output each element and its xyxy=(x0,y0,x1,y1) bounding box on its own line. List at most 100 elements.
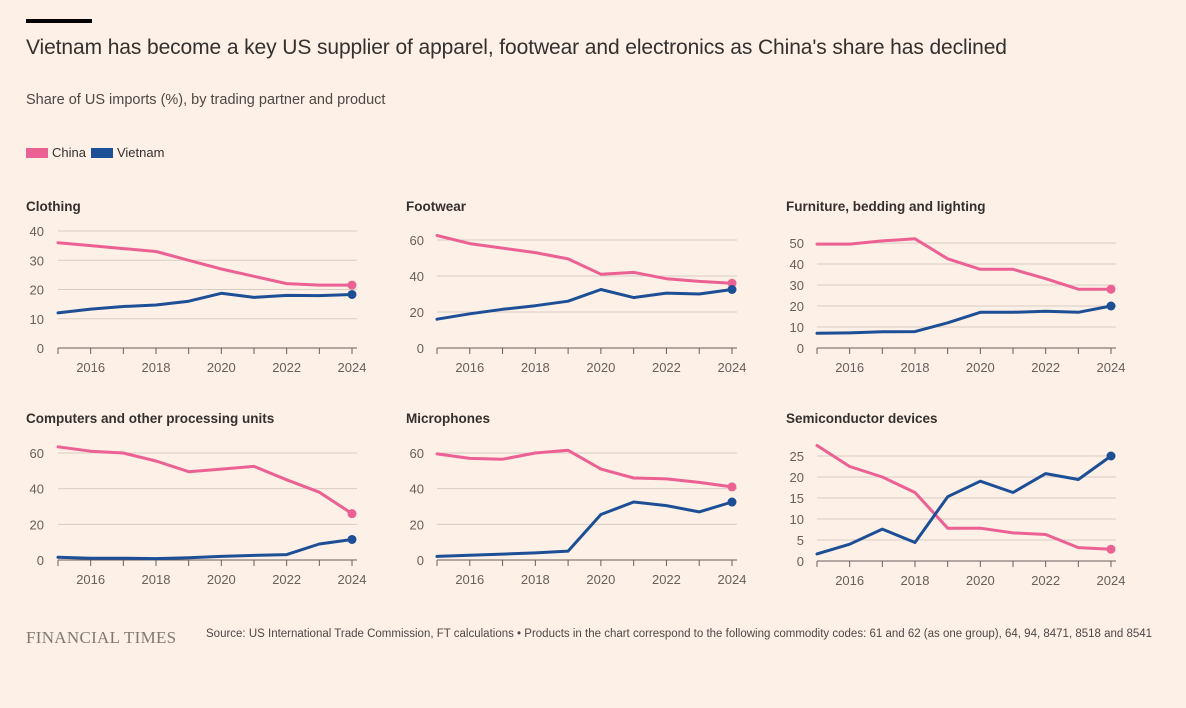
legend-swatch-china xyxy=(26,147,48,158)
y-tick-label: 40 xyxy=(410,482,424,497)
panel-title: Semiconductor devices xyxy=(786,411,938,426)
y-tick-label: 30 xyxy=(30,253,44,268)
y-tick-label: 60 xyxy=(30,446,44,461)
x-tick-label: 2020 xyxy=(586,572,615,587)
x-tick-label: 2022 xyxy=(652,572,681,587)
x-tick-label: 2024 xyxy=(338,572,367,587)
y-tick-label: 0 xyxy=(797,341,804,356)
y-tick-label: 60 xyxy=(410,446,424,461)
x-tick-label: 2016 xyxy=(455,360,484,375)
series-line-china xyxy=(815,237,1113,291)
y-tick-label: 40 xyxy=(30,224,44,239)
y-tick-label: 50 xyxy=(790,236,804,251)
x-tick-label: 2022 xyxy=(652,360,681,375)
legend: China Vietnam xyxy=(26,145,169,160)
panel-title: Footwear xyxy=(406,199,467,214)
x-tick-label: 2022 xyxy=(1031,360,1060,375)
chart-panel: Microphones 0 20 40 60 2016 2018 2020 2022 2024 xyxy=(406,411,746,587)
end-point-vietnam xyxy=(1106,451,1116,461)
x-tick-label: 2020 xyxy=(966,360,995,375)
y-tick-label: 25 xyxy=(790,449,804,464)
chart-title: Vietnam has become a key US supplier of … xyxy=(26,36,1007,59)
panel-title: Microphones xyxy=(406,411,490,426)
chart-panel: Footwear 0 20 40 60 2016 2018 2020 2022 2024 xyxy=(406,199,746,375)
legend-item-vietnam: Vietnam xyxy=(90,145,164,160)
x-tick-label: 2018 xyxy=(142,572,171,587)
legend-label-china: China xyxy=(52,145,86,160)
y-tick-label: 40 xyxy=(790,257,804,272)
end-point-china xyxy=(347,280,357,290)
y-tick-label: 20 xyxy=(410,305,424,320)
y-tick-label: 10 xyxy=(790,320,804,335)
x-tick-label: 2016 xyxy=(455,572,484,587)
chart-panel: Furniture, bedding and lighting 0 10 20 30 40… xyxy=(786,199,1125,375)
x-tick-label: 2020 xyxy=(207,360,236,375)
end-point-china xyxy=(1106,544,1116,554)
y-tick-label: 0 xyxy=(417,553,424,568)
legend-swatch-vietnam xyxy=(90,147,113,158)
y-tick-label: 20 xyxy=(790,299,804,314)
y-tick-label: 15 xyxy=(790,491,804,506)
x-tick-label: 2022 xyxy=(1031,573,1060,588)
x-tick-label: 2018 xyxy=(521,360,550,375)
x-tick-label: 2024 xyxy=(1097,360,1126,375)
x-tick-label: 2020 xyxy=(207,572,236,587)
panel-title: Clothing xyxy=(26,199,81,214)
y-tick-label: 0 xyxy=(797,554,804,569)
y-tick-label: 40 xyxy=(30,482,44,497)
y-tick-label: 10 xyxy=(30,312,44,327)
y-tick-label: 30 xyxy=(790,278,804,293)
series-line-vietnam xyxy=(56,538,354,561)
x-tick-label: 2024 xyxy=(1097,573,1126,588)
x-tick-label: 2024 xyxy=(718,360,747,375)
y-tick-label: 10 xyxy=(790,512,804,527)
x-tick-label: 2016 xyxy=(835,573,864,588)
x-tick-label: 2024 xyxy=(338,360,367,375)
chart-subtitle: Share of US imports (%), by trading part… xyxy=(26,92,386,108)
chart-panel: Semiconductor devices 0 5 10 15 20 25 2016 2018 2… xyxy=(786,411,1125,588)
series-line-china xyxy=(815,444,1113,551)
series-line-vietnam xyxy=(815,454,1113,556)
x-tick-label: 2020 xyxy=(586,360,615,375)
series-line-vietnam xyxy=(435,288,734,321)
legend-item-china: China xyxy=(26,145,86,160)
end-point-vietnam xyxy=(347,289,357,299)
end-point-china xyxy=(727,278,737,288)
chart-panel: Clothing 0 10 20 30 40 2016 2018 2020 2022 2024 xyxy=(26,199,366,375)
y-tick-label: 20 xyxy=(790,470,804,485)
source-note: Source: US International Trade Commissio… xyxy=(206,628,1153,640)
x-tick-label: 2022 xyxy=(272,360,301,375)
ft-logo: FINANCIAL TIMES xyxy=(26,628,177,647)
end-point-vietnam xyxy=(727,285,737,294)
x-tick-label: 2024 xyxy=(718,572,747,587)
x-tick-label: 2016 xyxy=(835,360,864,375)
y-tick-label: 20 xyxy=(30,283,44,298)
x-tick-label: 2016 xyxy=(76,360,105,375)
panel-title: Furniture, bedding and lighting xyxy=(786,199,985,214)
ft-top-rule xyxy=(26,19,92,23)
series-line-vietnam xyxy=(56,291,354,315)
y-tick-label: 60 xyxy=(410,233,424,248)
chart-panel: Computers and other processing units 0 20 4… xyxy=(26,411,366,587)
series-line-china xyxy=(56,241,354,287)
y-tick-label: 0 xyxy=(37,553,44,568)
x-tick-label: 2016 xyxy=(76,572,105,587)
x-tick-label: 2020 xyxy=(966,573,995,588)
y-tick-label: 0 xyxy=(37,341,44,356)
end-point-vietnam xyxy=(1106,301,1116,311)
series-line-vietnam xyxy=(435,500,734,558)
y-tick-label: 5 xyxy=(797,533,804,548)
series-line-china xyxy=(56,445,354,516)
y-tick-label: 0 xyxy=(417,341,424,356)
x-tick-label: 2018 xyxy=(142,360,171,375)
x-tick-label: 2022 xyxy=(272,572,301,587)
y-tick-label: 40 xyxy=(410,269,424,284)
x-tick-label: 2018 xyxy=(901,360,930,375)
y-tick-label: 20 xyxy=(410,517,424,532)
x-tick-label: 2018 xyxy=(901,573,930,588)
series-line-vietnam xyxy=(815,304,1113,335)
end-point-china xyxy=(1106,284,1116,294)
series-line-china xyxy=(435,448,734,489)
end-point-vietnam xyxy=(727,497,737,507)
